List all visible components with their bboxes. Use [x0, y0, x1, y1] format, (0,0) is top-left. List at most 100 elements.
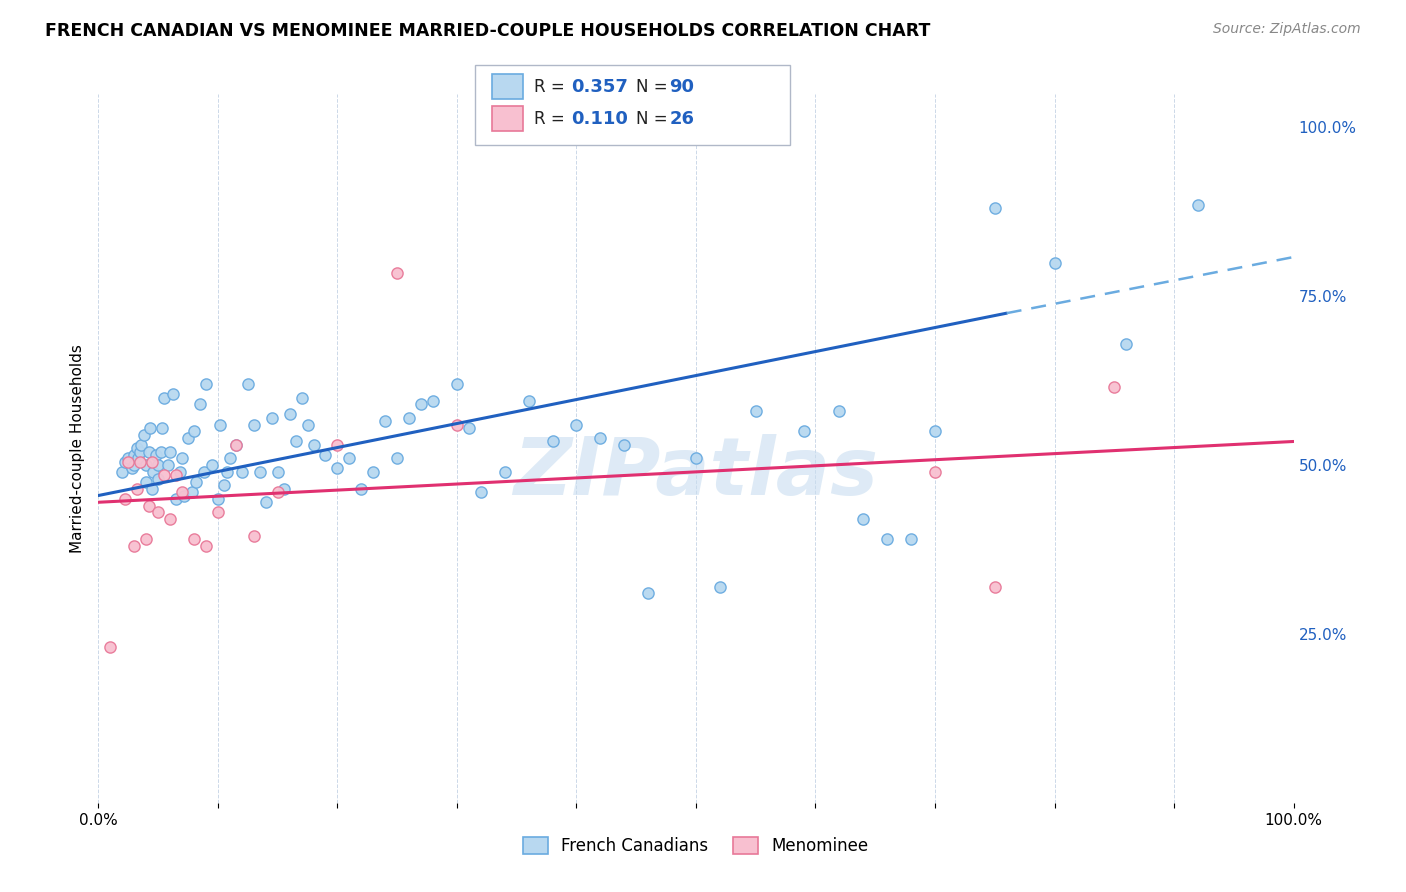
- Point: [363, 465, 385, 479]
- Point: [125, 482, 148, 496]
- Point: [188, 397, 211, 411]
- Point: [98, 640, 122, 655]
- Point: [267, 465, 290, 479]
- Point: [139, 421, 162, 435]
- Point: [129, 444, 152, 458]
- Text: 0.357: 0.357: [571, 78, 627, 95]
- Text: 90: 90: [669, 78, 695, 95]
- Point: [186, 475, 208, 489]
- Point: [297, 417, 319, 432]
- Point: [142, 465, 165, 479]
- Point: [302, 438, 325, 452]
- Point: [315, 448, 337, 462]
- Point: [267, 485, 290, 500]
- Point: [124, 448, 146, 462]
- Point: [243, 529, 266, 543]
- Text: FRENCH CANADIAN VS MENOMINEE MARRIED-COUPLE HOUSEHOLDS CORRELATION CHART: FRENCH CANADIAN VS MENOMINEE MARRIED-COU…: [45, 22, 931, 40]
- Point: [225, 438, 247, 452]
- Point: [183, 425, 205, 439]
- Point: [219, 451, 242, 466]
- Point: [132, 427, 155, 442]
- Point: [900, 533, 922, 547]
- Text: R =: R =: [534, 78, 571, 95]
- Point: [1115, 336, 1137, 351]
- Point: [326, 461, 349, 475]
- Point: [589, 431, 612, 445]
- Point: [212, 478, 235, 492]
- Point: [195, 377, 218, 392]
- Point: [637, 586, 659, 600]
- Point: [852, 512, 875, 526]
- Point: [1187, 198, 1209, 212]
- Point: [217, 465, 239, 479]
- Text: N =: N =: [636, 110, 672, 128]
- Point: [517, 394, 540, 409]
- Point: [156, 458, 179, 472]
- Text: N =: N =: [636, 78, 672, 95]
- Point: [565, 417, 588, 432]
- Point: [172, 451, 194, 466]
- Point: [613, 438, 636, 452]
- Point: [924, 425, 946, 439]
- Point: [131, 438, 153, 452]
- Point: [173, 489, 195, 503]
- Legend: French Canadians, Menominee: French Canadians, Menominee: [516, 830, 876, 862]
- Point: [148, 458, 170, 472]
- Point: [138, 444, 160, 458]
- Point: [124, 458, 146, 472]
- Point: [1043, 255, 1066, 269]
- Point: [350, 482, 373, 496]
- Point: [172, 485, 194, 500]
- Point: [135, 458, 157, 472]
- Point: [141, 482, 163, 496]
- Point: [150, 421, 173, 435]
- Point: [374, 414, 396, 428]
- Point: [291, 391, 314, 405]
- Point: [159, 444, 181, 458]
- Point: [494, 465, 516, 479]
- Point: [117, 455, 139, 469]
- Point: [984, 580, 1007, 594]
- Point: [145, 448, 167, 462]
- Point: [793, 425, 815, 439]
- Point: [195, 539, 218, 553]
- Point: [385, 451, 409, 466]
- Point: [148, 472, 170, 486]
- Point: [193, 465, 215, 479]
- Point: [153, 468, 176, 483]
- Point: [117, 451, 139, 466]
- Y-axis label: Married-couple Households: Married-couple Households: [69, 343, 84, 553]
- Point: [177, 431, 200, 445]
- Point: [339, 451, 361, 466]
- Text: Source: ZipAtlas.com: Source: ZipAtlas.com: [1213, 22, 1361, 37]
- Point: [141, 455, 163, 469]
- Point: [138, 499, 160, 513]
- Point: [111, 465, 134, 479]
- Point: [207, 491, 229, 506]
- Point: [243, 417, 266, 432]
- Point: [135, 533, 157, 547]
- Point: [165, 468, 187, 483]
- Point: [446, 377, 468, 392]
- Point: [209, 417, 232, 432]
- Text: R =: R =: [534, 110, 571, 128]
- Text: ZIPatlas: ZIPatlas: [513, 434, 879, 512]
- Point: [114, 491, 136, 506]
- Point: [828, 404, 851, 418]
- Point: [169, 465, 191, 479]
- Point: [149, 444, 172, 458]
- Point: [260, 410, 283, 425]
- Point: [984, 202, 1007, 216]
- Point: [165, 491, 187, 506]
- Point: [385, 266, 409, 280]
- Point: [124, 539, 146, 553]
- Text: 26: 26: [669, 110, 695, 128]
- Point: [745, 404, 768, 418]
- Point: [541, 434, 564, 449]
- Point: [422, 394, 444, 409]
- Point: [225, 438, 247, 452]
- Point: [129, 455, 152, 469]
- Point: [685, 451, 707, 466]
- Point: [254, 495, 277, 509]
- Point: [125, 441, 148, 455]
